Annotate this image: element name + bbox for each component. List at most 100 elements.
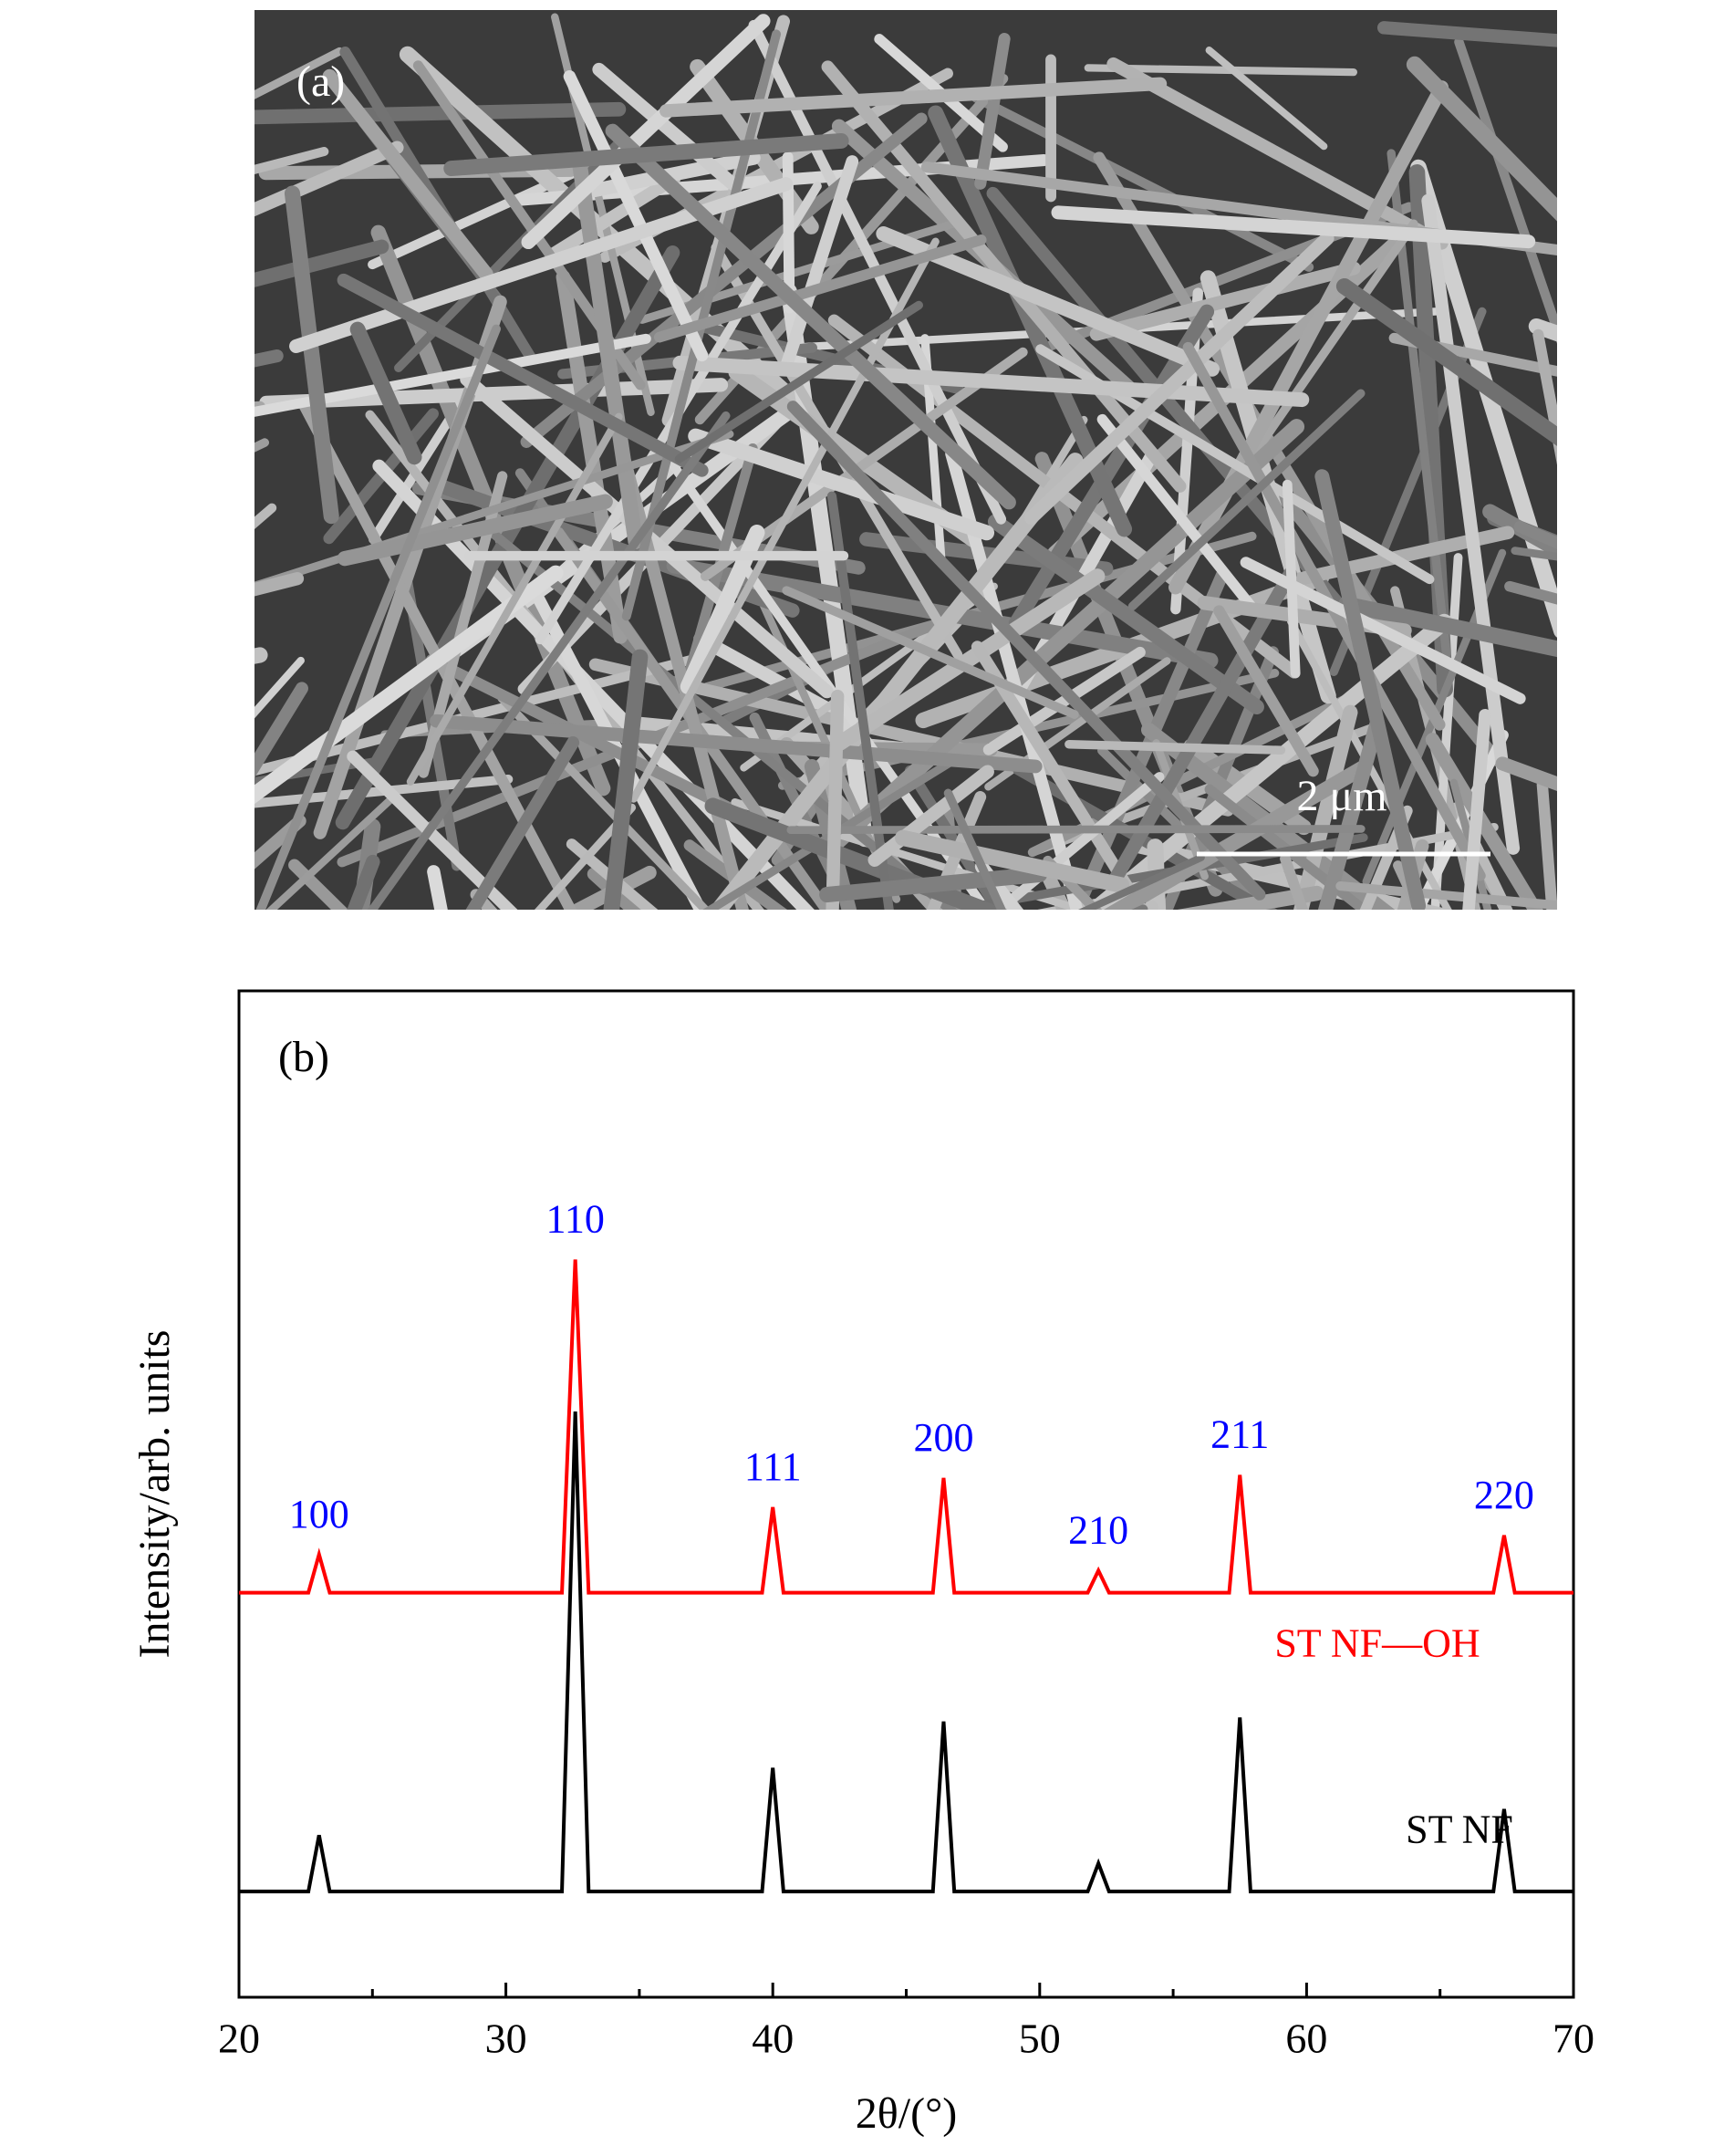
fiber — [367, 411, 731, 910]
fiber — [832, 568, 1106, 751]
fiber — [1337, 596, 1557, 658]
fiber — [1177, 885, 1324, 910]
fiber — [895, 829, 1130, 893]
scale-bar-label: 2 μm — [1296, 772, 1386, 820]
fiber — [629, 237, 940, 803]
fiber — [254, 349, 284, 368]
fiber — [465, 735, 580, 910]
fiber — [254, 141, 404, 217]
peak-label: 220 — [1474, 1473, 1534, 1517]
fiber — [566, 838, 659, 910]
series-line — [239, 1411, 1573, 1894]
fiber — [534, 803, 637, 910]
fiber — [265, 795, 396, 910]
fiber — [782, 586, 1079, 719]
fiber — [688, 428, 995, 541]
fiber — [1204, 784, 1373, 910]
fiber — [683, 839, 788, 910]
fiber — [497, 693, 711, 910]
peak-label: 111 — [744, 1444, 802, 1489]
fiber — [867, 765, 994, 867]
fiber — [254, 572, 305, 597]
x-tick-label: 70 — [1553, 2015, 1594, 2062]
x-axis-label: 2θ/(°) — [856, 2089, 958, 2138]
fiber — [1317, 718, 1384, 910]
x-tick-label: 40 — [752, 2015, 794, 2062]
fiber — [254, 682, 308, 778]
fiber — [1246, 886, 1267, 910]
fiber — [254, 47, 344, 99]
fiber — [571, 153, 644, 550]
fiber — [603, 649, 649, 910]
fiber — [974, 859, 1024, 910]
fiber — [992, 772, 1165, 910]
fiber — [704, 797, 1008, 910]
peak-label: 110 — [545, 1197, 604, 1242]
fiber — [1314, 469, 1427, 910]
fiber — [347, 750, 518, 910]
sem-image — [254, 10, 1557, 910]
fiber — [1008, 304, 1215, 631]
fiber — [780, 155, 859, 373]
x-tick-label: 30 — [485, 2015, 527, 2062]
fiber — [1461, 847, 1512, 910]
fiber — [1536, 778, 1557, 910]
fiber — [1359, 805, 1413, 910]
fiber — [830, 419, 1305, 849]
fiber — [254, 565, 564, 805]
fiber — [254, 430, 734, 590]
fiber — [971, 93, 1314, 272]
fiber — [1335, 881, 1557, 910]
fiber — [1280, 853, 1309, 910]
fiber — [1024, 231, 1335, 526]
fiber — [987, 514, 1264, 715]
fiber — [672, 355, 1310, 408]
series-label: ST NF — [1406, 1807, 1513, 1851]
fiber — [982, 646, 1146, 755]
fiber — [1495, 756, 1557, 791]
fiber — [254, 503, 277, 529]
fiber — [1449, 778, 1492, 910]
fiber — [1421, 193, 1521, 855]
fiber — [1335, 277, 1557, 446]
fiber — [1103, 759, 1373, 910]
fiber — [653, 234, 987, 343]
fiber — [322, 68, 493, 282]
fiber — [1462, 708, 1491, 910]
fiber — [1106, 57, 1449, 250]
x-tick-label: 50 — [1019, 2015, 1061, 2062]
fiber — [666, 557, 1219, 669]
fiber — [349, 321, 422, 465]
fiber — [430, 713, 1043, 774]
fiber — [588, 658, 1234, 817]
x-tick-label: 20 — [218, 2015, 260, 2062]
fiber — [1376, 21, 1557, 47]
fiber — [1065, 739, 1286, 755]
fiber — [974, 33, 1011, 190]
fiber — [368, 155, 607, 270]
fiber — [284, 185, 339, 525]
fiber — [337, 494, 613, 567]
plot-frame — [237, 989, 1575, 1999]
fiber — [1397, 838, 1429, 910]
fiber — [674, 300, 923, 463]
fiber — [254, 147, 329, 175]
fiber — [826, 491, 894, 910]
fiber — [337, 273, 709, 477]
series-line — [239, 1259, 1573, 1595]
fiber — [520, 112, 928, 448]
fiber — [1131, 904, 1148, 910]
fiber — [563, 69, 709, 362]
fiber — [470, 889, 498, 910]
fiber — [521, 14, 771, 250]
fiber — [553, 526, 834, 910]
fiber — [254, 438, 270, 453]
fiber — [1406, 56, 1557, 222]
fiber — [563, 865, 657, 910]
fiber — [255, 324, 501, 910]
panel-label: (b) — [278, 1033, 329, 1081]
fiber — [1078, 853, 1205, 910]
fiber — [943, 788, 1006, 910]
fiber — [1528, 318, 1557, 342]
